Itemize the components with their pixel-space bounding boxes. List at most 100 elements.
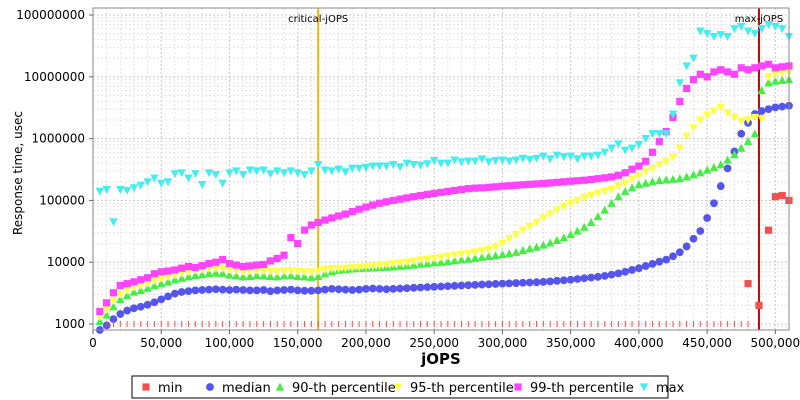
data-point	[369, 201, 377, 209]
data-point	[545, 238, 555, 247]
data-point	[655, 130, 664, 139]
data-point	[116, 295, 125, 304]
legend-label: 99-th percentile	[530, 381, 634, 396]
data-point	[642, 157, 650, 165]
x-tick-label: 450,000	[682, 336, 732, 350]
data-point	[505, 249, 514, 258]
data-point	[293, 271, 302, 280]
data-point	[661, 175, 671, 184]
data-point	[266, 287, 275, 296]
data-point	[621, 267, 630, 276]
data-point	[491, 157, 500, 166]
data-point	[239, 262, 247, 271]
data-point	[450, 256, 459, 265]
data-point	[368, 162, 377, 171]
x-tick-label: 250,000	[409, 336, 459, 350]
data-point	[307, 221, 315, 229]
data-point	[580, 194, 589, 203]
data-point	[238, 272, 248, 281]
data-point	[764, 105, 773, 114]
data-point	[675, 144, 685, 153]
legend-item: 95-th percentile	[393, 381, 514, 396]
data-point	[696, 116, 705, 125]
data-point	[395, 259, 405, 268]
data-point	[675, 174, 685, 183]
data-point	[143, 178, 152, 187]
data-point	[361, 163, 371, 172]
data-point	[171, 266, 179, 274]
data-point	[580, 152, 589, 161]
marker-label: critical-jOPS	[288, 14, 348, 25]
data-point	[525, 222, 534, 231]
data-point	[600, 272, 609, 280]
data-point	[716, 103, 725, 112]
data-point	[218, 285, 227, 294]
data-point	[286, 285, 295, 294]
y-tick-label: 10000	[47, 255, 85, 269]
data-point	[123, 280, 131, 288]
data-point	[634, 172, 644, 181]
data-point	[628, 165, 636, 173]
data-point	[293, 286, 302, 295]
data-point	[286, 267, 296, 276]
data-point	[96, 307, 104, 315]
data-point	[621, 146, 630, 155]
data-point	[204, 169, 214, 178]
data-point	[382, 162, 391, 171]
data-point	[143, 280, 152, 289]
data-point	[696, 27, 705, 36]
data-point	[518, 226, 528, 235]
data-point	[710, 199, 718, 208]
data-point	[757, 115, 766, 124]
legend-label: 95-th percentile	[410, 381, 514, 396]
data-point	[232, 267, 241, 276]
data-point	[655, 257, 664, 266]
data-point	[525, 278, 534, 287]
data-point	[648, 130, 657, 139]
data-point	[457, 185, 466, 194]
data-point	[676, 97, 684, 106]
data-point	[361, 263, 371, 272]
data-point	[150, 174, 159, 183]
data-point	[102, 310, 111, 319]
data-point	[163, 273, 173, 282]
data-point	[755, 301, 763, 310]
data-point	[307, 272, 316, 281]
data-point	[348, 207, 356, 216]
data-point	[95, 313, 105, 322]
data-point	[218, 268, 227, 277]
legend-swatch	[639, 383, 649, 392]
data-point	[661, 158, 671, 167]
data-point	[723, 32, 732, 41]
data-point	[539, 152, 548, 161]
data-point	[259, 271, 268, 280]
data-point	[559, 233, 569, 242]
data-point	[607, 198, 616, 207]
data-point	[457, 250, 466, 259]
data-point	[300, 286, 309, 295]
data-point	[457, 158, 466, 167]
data-point	[328, 214, 336, 222]
data-point	[238, 171, 248, 180]
data-point	[300, 272, 309, 281]
data-point	[778, 63, 786, 71]
data-point	[273, 167, 282, 176]
legend-swatch	[142, 383, 150, 391]
data-point	[661, 130, 671, 139]
data-point	[116, 310, 125, 318]
data-point	[723, 164, 732, 173]
data-point	[689, 170, 698, 179]
data-point	[485, 183, 493, 191]
y-tick-label: 1000000	[32, 132, 85, 146]
data-point	[436, 159, 446, 168]
data-point	[170, 170, 180, 179]
data-point	[675, 79, 685, 88]
data-point	[423, 160, 432, 169]
data-point	[641, 135, 650, 144]
data-point	[341, 168, 350, 177]
data-point	[109, 315, 118, 324]
data-point	[253, 261, 261, 269]
data-point	[246, 286, 254, 295]
data-point	[567, 177, 575, 185]
